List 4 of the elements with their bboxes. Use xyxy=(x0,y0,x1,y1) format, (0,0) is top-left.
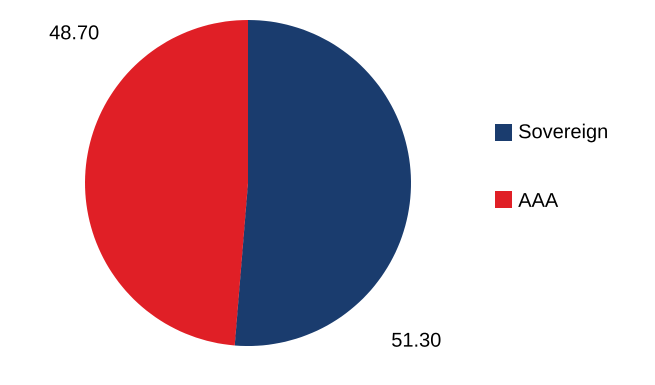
data-label: 48.70 xyxy=(50,25,98,40)
legend-label: Sovereign xyxy=(519,124,607,142)
legend-label: AAA xyxy=(518,193,558,207)
data-label: 51.30 xyxy=(392,332,441,347)
